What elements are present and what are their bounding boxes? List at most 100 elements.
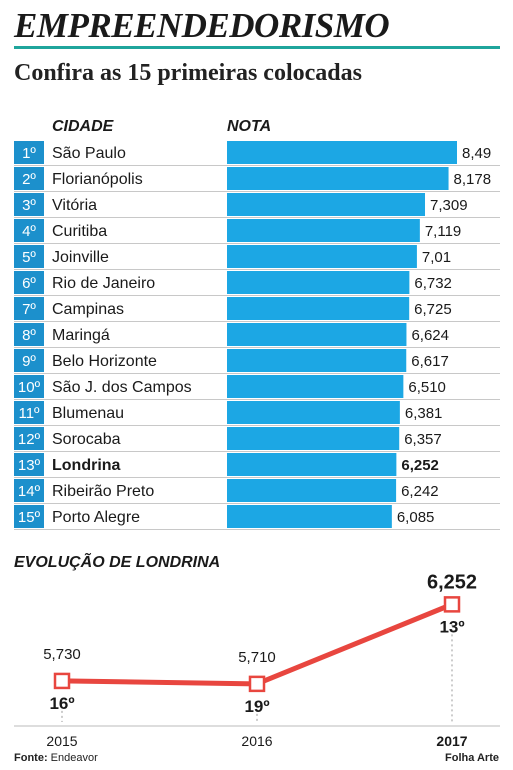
value-label: 5,710: [238, 649, 276, 666]
table-row: 5º Joinville 7,01: [14, 245, 500, 270]
score-bar: [227, 349, 407, 372]
rank-box: [14, 323, 44, 346]
table-row: 9º Belo Horizonte 6,617: [14, 349, 500, 374]
score-bar: [227, 193, 426, 216]
rank-label: 19º: [244, 697, 269, 716]
table-row: 13º Londrina 6,252: [14, 453, 500, 478]
rank-label: 10º: [18, 379, 41, 396]
score-label: 6,252: [401, 457, 439, 474]
city-label: Belo Horizonte: [52, 353, 157, 370]
city-label: Vitória: [52, 197, 97, 214]
column-header-score: NOTA: [227, 118, 272, 135]
rank-label: 5º: [22, 249, 36, 266]
rank-box: [14, 453, 44, 476]
page-subtitle: Confira as 15 primeiras colocadas: [14, 60, 362, 86]
rank-box: [14, 271, 44, 294]
city-label: Curitiba: [52, 223, 107, 240]
city-label: Porto Alegre: [52, 509, 140, 526]
rank-box: [14, 297, 44, 320]
series-line: [61, 602, 453, 687]
city-label: São J. dos Campos: [52, 379, 192, 396]
page-title: EMPREENDEDORISMO: [14, 6, 390, 45]
score-label: 6,617: [411, 353, 449, 370]
score-label: 7,309: [430, 197, 468, 214]
city-label: Florianópolis: [52, 171, 143, 188]
score-label: 8,49: [462, 145, 491, 162]
rank-label: 4º: [22, 223, 36, 240]
source-label: Fonte:: [14, 752, 48, 764]
city-label: Campinas: [52, 301, 124, 318]
rank-box: [14, 219, 44, 242]
score-bar: [227, 323, 407, 346]
rank-box: [14, 141, 44, 164]
evolution-title: EVOLUÇÃO DE LONDRINA: [14, 554, 221, 571]
rank-box: [14, 349, 44, 372]
rank-box: [14, 505, 44, 528]
value-label: 6,252: [427, 571, 477, 593]
city-label: Ribeirão Preto: [52, 483, 154, 500]
table-row: 4º Curitiba 7,119: [14, 219, 500, 244]
rank-label: 2º: [22, 171, 36, 188]
score-label: 6,624: [411, 327, 449, 344]
rank-label: 1º: [22, 145, 36, 162]
table-row: 15º Porto Alegre 6,085: [14, 505, 500, 530]
rank-label: 12º: [18, 431, 41, 448]
table-row: 8º Maringá 6,624: [14, 323, 500, 348]
x-tick-label: 2015: [46, 733, 77, 749]
table-row: 1º São Paulo 8,49: [14, 141, 500, 166]
rank-box: [14, 479, 44, 502]
source-note: Fonte: Endeavor: [14, 752, 98, 764]
rank-label: 7º: [22, 301, 36, 318]
table-row: 14º Ribeirão Preto 6,242: [14, 479, 500, 504]
title-divider: [14, 46, 500, 49]
source-value: Endeavor: [50, 752, 98, 764]
score-label: 6,381: [405, 405, 443, 422]
table-row: 6º Rio de Janeiro 6,732: [14, 271, 500, 296]
score-bar: [227, 453, 397, 476]
rank-label: 14º: [18, 483, 41, 500]
score-bar: [227, 505, 392, 528]
score-label: 6,732: [414, 275, 452, 292]
ranking-bar-chart: 1º São Paulo 8,49 2º Florianópolis 8,178 3º Vit…: [14, 141, 500, 530]
rank-label: 15º: [18, 509, 41, 526]
table-row: 2º Florianópolis 8,178: [14, 167, 500, 192]
rank-box: [14, 427, 44, 450]
x-tick-label: 2017: [436, 733, 467, 749]
score-bar: [227, 427, 400, 450]
city-label: São Paulo: [52, 145, 126, 162]
city-label: Maringá: [52, 327, 110, 344]
score-bar: [227, 167, 449, 190]
score-bar: [227, 219, 420, 242]
rank-box: [14, 167, 44, 190]
rank-label: 3º: [22, 197, 36, 214]
rank-box: [14, 375, 44, 398]
table-row: 3º Vitória 7,309: [14, 193, 500, 218]
credit-note: Folha Arte: [445, 752, 499, 764]
city-label: Londrina: [52, 457, 121, 474]
value-label: 5,730: [43, 646, 81, 663]
score-label: 8,178: [454, 171, 492, 188]
table-row: 10º São J. dos Campos 6,510: [14, 375, 500, 400]
score-bar: [227, 141, 457, 164]
rank-label: 16º: [49, 694, 74, 713]
score-bar: [227, 479, 397, 502]
score-bar: [227, 297, 410, 320]
score-bar: [227, 271, 410, 294]
city-label: Rio de Janeiro: [52, 275, 155, 292]
score-label: 7,01: [422, 249, 451, 266]
table-row: 12º Sorocaba 6,357: [14, 427, 500, 452]
data-point: [53, 672, 71, 690]
score-bar: [227, 401, 400, 424]
rank-label: 8º: [22, 327, 36, 344]
data-point: [248, 675, 266, 693]
score-bar: [227, 375, 404, 398]
score-bar: [227, 245, 417, 268]
rank-label: 13º: [439, 617, 464, 636]
rank-box: [14, 193, 44, 216]
rank-label: 11º: [18, 405, 40, 422]
score-label: 6,357: [404, 431, 442, 448]
rank-label: 6º: [22, 275, 36, 292]
rank-label: 13º: [18, 457, 41, 474]
x-tick-label: 2016: [241, 733, 272, 749]
table-row: 11º Blumenau 6,381: [14, 401, 500, 426]
